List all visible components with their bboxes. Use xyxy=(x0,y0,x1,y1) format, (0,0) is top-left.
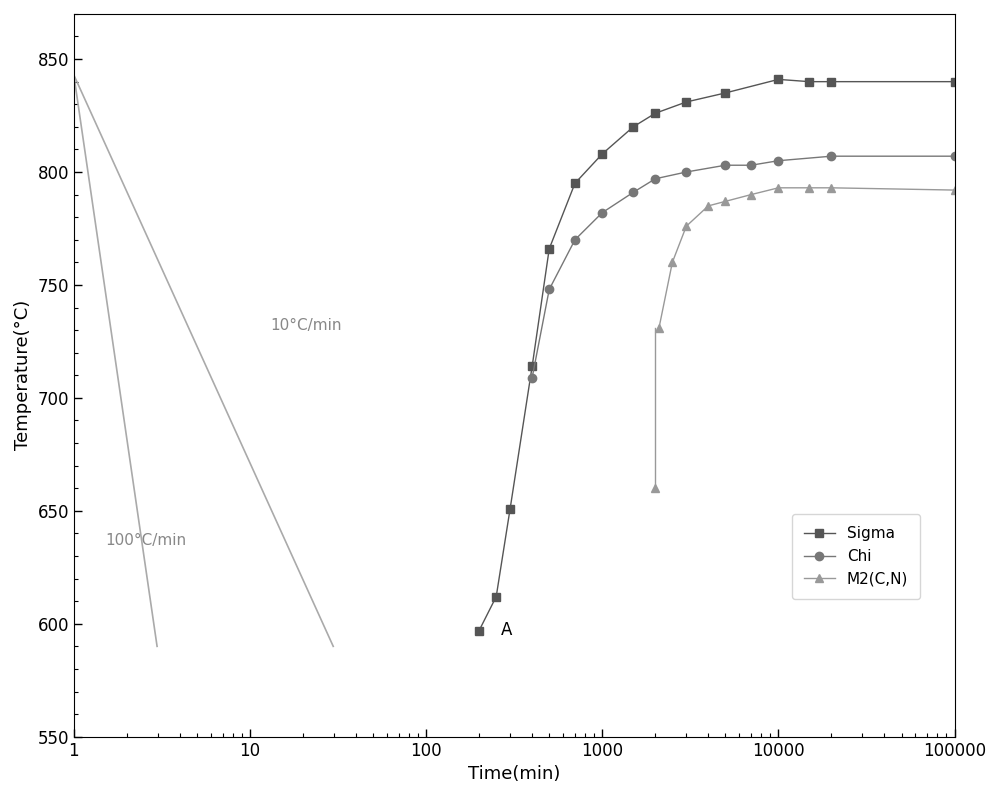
Sigma xyxy=(569,179,581,188)
Y-axis label: Temperature(°C): Temperature(°C) xyxy=(14,300,32,450)
Chi xyxy=(949,151,961,161)
Line: Chi: Chi xyxy=(528,152,959,382)
M2(C,N) xyxy=(719,197,731,206)
M2(C,N) xyxy=(825,183,837,193)
Sigma xyxy=(719,88,731,98)
Chi xyxy=(596,208,608,218)
Chi xyxy=(745,160,757,170)
M2(C,N) xyxy=(772,183,784,193)
Sigma xyxy=(627,122,639,132)
Chi xyxy=(627,187,639,197)
Line: M2(C,N): M2(C,N) xyxy=(655,183,959,332)
Text: A: A xyxy=(501,621,512,639)
M2(C,N) xyxy=(680,222,692,231)
Sigma xyxy=(825,77,837,86)
Chi xyxy=(543,285,555,294)
X-axis label: Time(min): Time(min) xyxy=(468,765,560,783)
Text: 10°C/min: 10°C/min xyxy=(270,318,342,333)
Chi xyxy=(649,174,661,183)
M2(C,N) xyxy=(666,257,678,267)
Chi xyxy=(719,160,731,170)
Chi xyxy=(680,167,692,177)
Sigma xyxy=(680,97,692,107)
M2(C,N) xyxy=(803,183,815,193)
Sigma xyxy=(490,592,502,602)
Sigma xyxy=(949,77,961,86)
M2(C,N) xyxy=(745,190,757,199)
Sigma xyxy=(473,626,485,635)
Chi xyxy=(569,235,581,245)
Chi xyxy=(772,156,784,166)
Sigma xyxy=(526,362,538,371)
Sigma xyxy=(772,75,784,84)
Chi xyxy=(526,373,538,383)
Sigma xyxy=(803,77,815,86)
Chi xyxy=(825,151,837,161)
Sigma xyxy=(649,108,661,118)
Sigma xyxy=(504,504,516,513)
M2(C,N) xyxy=(702,201,714,210)
Text: 100°C/min: 100°C/min xyxy=(105,532,186,548)
Sigma xyxy=(596,149,608,159)
Legend: Sigma, Chi, M2(C,N): Sigma, Chi, M2(C,N) xyxy=(792,514,920,599)
Line: Sigma: Sigma xyxy=(475,75,959,634)
Sigma xyxy=(543,244,555,253)
M2(C,N) xyxy=(653,323,665,332)
M2(C,N) xyxy=(949,185,961,194)
